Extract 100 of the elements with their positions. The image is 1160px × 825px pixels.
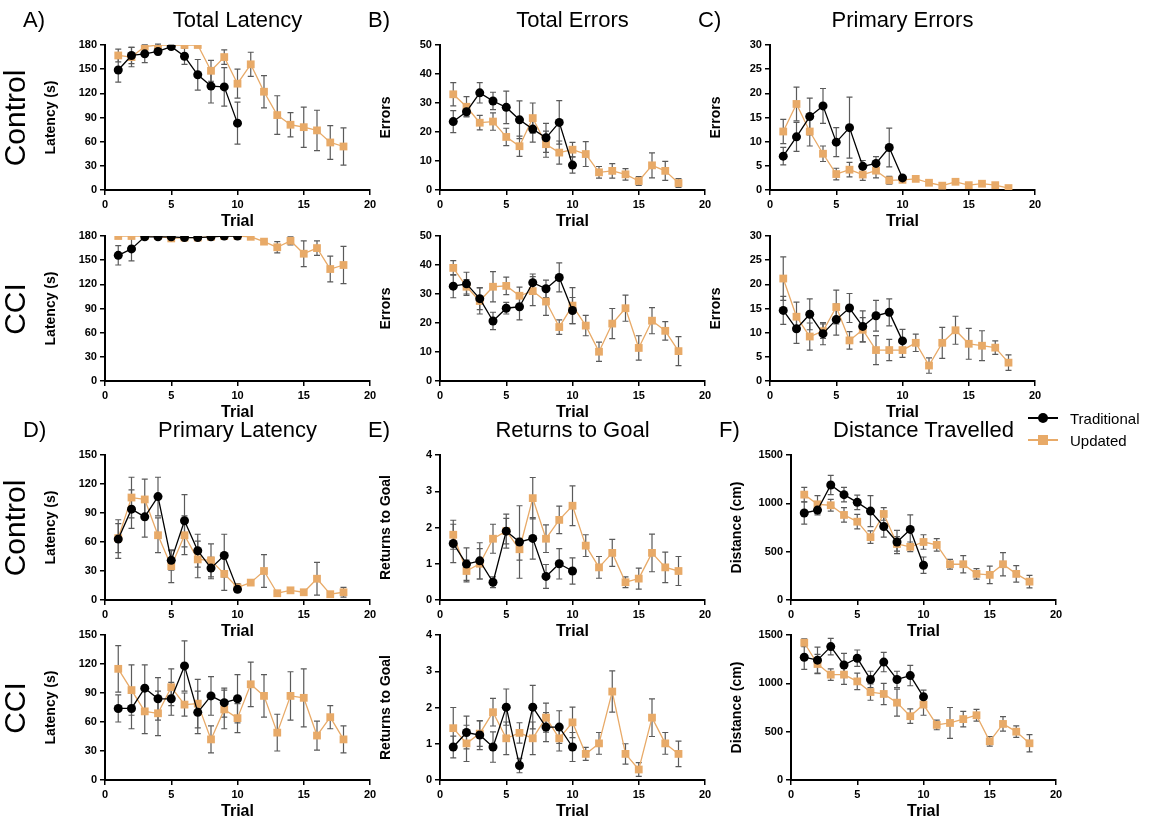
y-axis-title: Distance (cm) — [728, 661, 745, 754]
text: A) — [23, 7, 45, 33]
y-axis-title: Errors — [707, 96, 724, 139]
x-tick-label: 10 — [896, 388, 909, 401]
x-axis-title: Trial — [221, 402, 254, 420]
y-tick-label: 40 — [419, 258, 432, 271]
chart-title: Total Latency — [172, 7, 303, 33]
x-axis-title: Trial — [886, 211, 919, 229]
y-tick-label: 0 — [755, 374, 762, 387]
text: Control — [0, 479, 32, 576]
y-axis-title: Distance (cm) — [728, 481, 745, 574]
y-tick-label: 60 — [84, 325, 97, 338]
x-tick-label: 5 — [503, 388, 510, 401]
x-tick-label: 10 — [917, 787, 930, 800]
y-tick-label: 90 — [84, 301, 97, 314]
y-tick-label: 40 — [419, 67, 432, 80]
y-tick-label: 0 — [425, 374, 432, 387]
y-tick-label: 2 — [425, 520, 432, 533]
x-tick-label: 5 — [854, 787, 861, 800]
y-axis-title: Returns to Goal — [377, 474, 394, 581]
x-tick-label: 5 — [168, 607, 175, 620]
x-tick-label: 0 — [101, 197, 109, 210]
x-axis-title: Trial — [907, 621, 940, 639]
x-tick-label: 20 — [363, 388, 377, 401]
y-tick-label: 1 — [425, 736, 432, 749]
y-tick-label: 0 — [755, 183, 762, 196]
y-axis-title: Latency (s) — [42, 670, 59, 745]
x-tick-label: 20 — [698, 787, 712, 800]
x-tick-label: 0 — [101, 787, 109, 800]
x-axis-title: Trial — [221, 211, 254, 229]
y-tick-label: 20 — [749, 277, 762, 290]
x-tick-label: 15 — [962, 388, 975, 401]
y-tick-label: 120 — [78, 477, 97, 490]
y-tick-label: 90 — [84, 686, 97, 699]
y-tick-label: 3 — [425, 664, 432, 677]
y-tick-label: 25 — [749, 253, 762, 266]
chart-title: Primary Errors — [831, 7, 974, 33]
x-axis-title: Trial — [556, 621, 589, 639]
x-tick-label: 20 — [1049, 787, 1063, 800]
y-tick-label: 20 — [419, 316, 432, 329]
x-axis-title: Trial — [556, 211, 589, 229]
x-tick-label: 10 — [896, 197, 909, 210]
x-tick-label: 15 — [983, 787, 996, 800]
y-axis-title: Returns to Goal — [377, 654, 394, 761]
y-tick-label: 0 — [425, 593, 432, 606]
y-tick-label: 30 — [84, 744, 97, 757]
y-tick-label: 1000 — [758, 676, 783, 689]
x-tick-label: 10 — [231, 787, 244, 800]
y-tick-label: 60 — [84, 134, 97, 147]
x-tick-label: 20 — [698, 197, 712, 210]
y-tick-label: 30 — [749, 229, 762, 242]
y-axis-title: Errors — [707, 287, 724, 330]
y-axis-title: Latency (s) — [42, 271, 59, 346]
y-tick-label: 2 — [425, 700, 432, 713]
x-tick-label: 15 — [632, 197, 645, 210]
y-tick-label: 30 — [419, 287, 432, 300]
x-tick-label: 10 — [566, 388, 579, 401]
x-tick-label: 5 — [833, 197, 840, 210]
y-tick-label: 0 — [425, 183, 432, 196]
y-tick-label: 10 — [419, 154, 432, 167]
x-tick-label: 10 — [231, 607, 244, 620]
y-tick-label: 3 — [425, 484, 432, 497]
text: C) — [698, 7, 722, 33]
chart-title: Returns to Goal — [495, 417, 650, 443]
x-axis-title: Trial — [556, 801, 589, 819]
x-tick-label: 20 — [1028, 197, 1042, 210]
legend-label: Updated — [1070, 431, 1127, 449]
y-tick-label: 30 — [84, 158, 97, 171]
y-tick-label: 1500 — [758, 448, 783, 461]
y-tick-label: 180 — [78, 38, 97, 51]
x-tick-label: 0 — [101, 607, 109, 620]
x-tick-label: 20 — [698, 607, 712, 620]
y-tick-label: 20 — [749, 86, 762, 99]
x-tick-label: 10 — [231, 388, 244, 401]
text: D) — [23, 417, 47, 443]
x-tick-label: 0 — [436, 607, 444, 620]
x-tick-label: 15 — [297, 197, 310, 210]
chart-title: Primary Latency — [158, 417, 317, 443]
y-tick-label: 4 — [425, 448, 433, 461]
x-tick-label: 15 — [297, 787, 310, 800]
chart-title: Total Errors — [516, 7, 629, 33]
y-tick-label: 1 — [425, 556, 432, 569]
x-tick-label: 15 — [297, 388, 310, 401]
x-tick-label: 20 — [698, 388, 712, 401]
x-tick-label: 15 — [983, 607, 996, 620]
x-tick-label: 15 — [962, 197, 975, 210]
x-tick-label: 0 — [436, 197, 444, 210]
y-tick-label: 120 — [78, 86, 97, 99]
y-tick-label: 500 — [764, 544, 783, 557]
y-tick-label: 25 — [749, 62, 762, 75]
y-tick-label: 15 — [749, 110, 762, 123]
x-tick-label: 5 — [168, 197, 175, 210]
y-tick-label: 0 — [90, 374, 97, 387]
x-axis-title: Trial — [886, 402, 919, 420]
x-tick-label: 15 — [297, 607, 310, 620]
y-tick-label: 0 — [776, 593, 783, 606]
legend-label: Traditional — [1070, 409, 1140, 427]
y-tick-label: 1000 — [758, 496, 783, 509]
x-tick-label: 5 — [503, 197, 510, 210]
y-tick-label: 0 — [425, 773, 432, 786]
